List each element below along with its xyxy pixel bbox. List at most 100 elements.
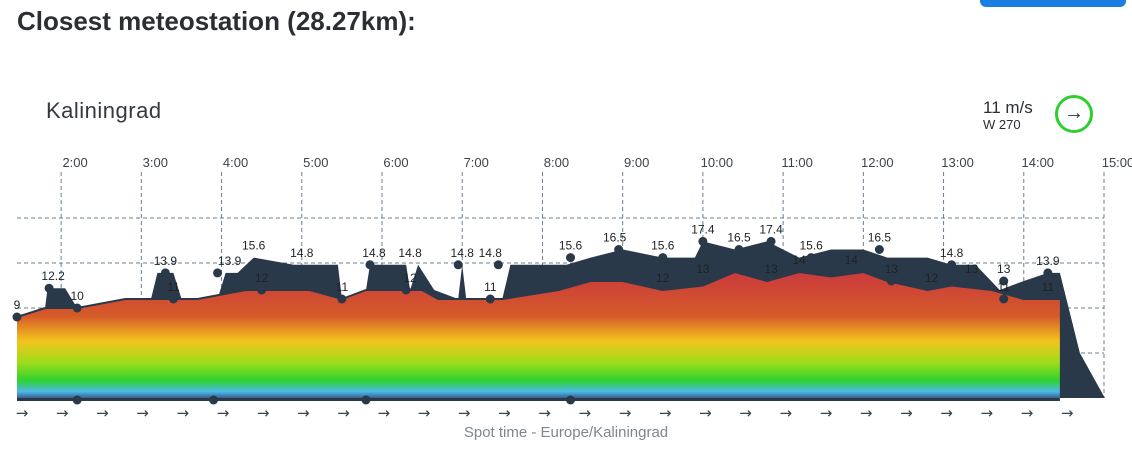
wind-line	[16, 270, 1060, 318]
data-label: 13	[696, 262, 710, 276]
direction-arrow-icon: →	[900, 404, 913, 422]
direction-arrow-icon: →	[659, 404, 672, 422]
data-point	[12, 312, 22, 322]
x-tick-label: 3:00	[143, 155, 168, 170]
data-point	[566, 265, 576, 275]
direction-arrow-icon: →	[981, 404, 994, 422]
x-tick-label: 4:00	[223, 155, 248, 170]
arrow-right-icon: →	[1064, 102, 1084, 124]
data-point	[401, 285, 411, 295]
data-point	[874, 245, 884, 254]
data-point	[566, 253, 576, 263]
direction-arrow-icon: →	[378, 404, 391, 422]
data-label: 12	[403, 271, 417, 285]
direction-arrow-icon: →	[458, 404, 471, 422]
data-label: 15.6	[651, 239, 675, 253]
direction-arrow-icon: →	[16, 404, 29, 422]
data-point	[947, 260, 957, 270]
data-point	[365, 260, 375, 270]
x-tick-label: 7:00	[464, 155, 489, 170]
data-label: 13.9	[154, 254, 178, 268]
data-label: 13.9	[1036, 254, 1060, 268]
data-point	[160, 268, 170, 278]
data-point	[999, 276, 1009, 286]
data-label: 14.8	[398, 246, 422, 260]
station-name: Kaliningrad	[46, 98, 162, 123]
direction-arrow-icon: →	[739, 404, 752, 422]
data-point	[886, 276, 896, 286]
data-label: 14.8	[479, 246, 503, 260]
data-point	[337, 294, 347, 304]
direction-arrow-icon: →	[56, 404, 69, 422]
data-point	[806, 253, 816, 263]
direction-arrow-icon: →	[136, 404, 149, 422]
direction-arrow-icon: →	[257, 404, 270, 422]
data-label: 12	[925, 271, 939, 285]
data-label: 14	[845, 253, 859, 267]
x-tick-label: 5:00	[303, 155, 328, 170]
data-label: 16.5	[868, 231, 892, 245]
data-point	[734, 245, 744, 254]
data-label: 14.8	[451, 246, 475, 260]
direction-arrow-icon: →	[1021, 404, 1034, 422]
data-label: 12.2	[41, 269, 65, 283]
data-point	[614, 245, 624, 254]
data-point	[257, 285, 267, 295]
data-label: 11	[1042, 280, 1055, 294]
data-point	[658, 253, 668, 263]
direction-arrow-icon: →	[418, 404, 431, 422]
data-point	[168, 294, 178, 304]
data-label: 14.8	[362, 246, 386, 260]
data-label: 12	[255, 271, 269, 285]
direction-arrow-icon: →	[337, 404, 350, 422]
data-label: 9	[14, 298, 21, 312]
direction-arrow-icon: →	[619, 404, 632, 422]
top-action-button[interactable]	[980, 0, 1126, 7]
data-label: 13.9	[218, 254, 242, 268]
data-point	[967, 276, 977, 286]
data-label: 11	[167, 280, 180, 294]
data-label: 16.5	[727, 231, 751, 245]
data-label: 13	[764, 262, 778, 276]
data-point	[453, 260, 463, 270]
direction-dot	[361, 395, 371, 405]
data-label: 14.8	[290, 246, 314, 260]
data-point	[213, 268, 223, 278]
data-label: 13	[997, 262, 1011, 276]
data-label: 13	[965, 262, 979, 276]
data-label: 11	[484, 280, 497, 294]
data-label: 14.8	[940, 246, 964, 260]
data-point	[44, 283, 54, 293]
direction-arrow-icon: →	[217, 404, 230, 422]
wind-direction-indicator: →	[1055, 95, 1093, 133]
current-wind-speed: 11 m/s	[983, 98, 1033, 117]
data-label: 11	[336, 280, 349, 294]
data-label: 13	[885, 262, 899, 276]
data-point	[72, 303, 82, 313]
direction-arrow-icon: →	[579, 404, 592, 422]
data-point	[698, 236, 708, 246]
data-point	[485, 294, 495, 304]
time-zone-caption: Spot time - Europe/Kaliningrad	[463, 424, 669, 441]
direction-arrow-icon: →	[96, 404, 109, 422]
data-label: 17.4	[759, 222, 783, 236]
direction-arrow-icon: →	[699, 404, 712, 422]
direction-arrow-icon: →	[860, 404, 873, 422]
direction-arrow-icon: →	[780, 404, 793, 422]
direction-arrow-icon: →	[940, 404, 953, 422]
x-tick-label: 15:00	[1102, 155, 1132, 170]
data-point	[493, 260, 503, 270]
data-point	[766, 236, 776, 246]
data-label: 12	[656, 271, 670, 285]
data-label: 14	[792, 253, 806, 267]
data-label: 15.6	[242, 239, 266, 253]
x-tick-label: 10:00	[701, 155, 734, 170]
direction-arrow-icon: →	[820, 404, 833, 422]
direction-arrow-icon: →	[177, 404, 190, 422]
data-label: 15.6	[800, 239, 824, 253]
x-tick-label: 2:00	[62, 155, 87, 170]
data-point	[1043, 268, 1053, 278]
current-wind-direction: W 270	[983, 117, 1021, 132]
x-tick-label: 11:00	[781, 155, 813, 170]
